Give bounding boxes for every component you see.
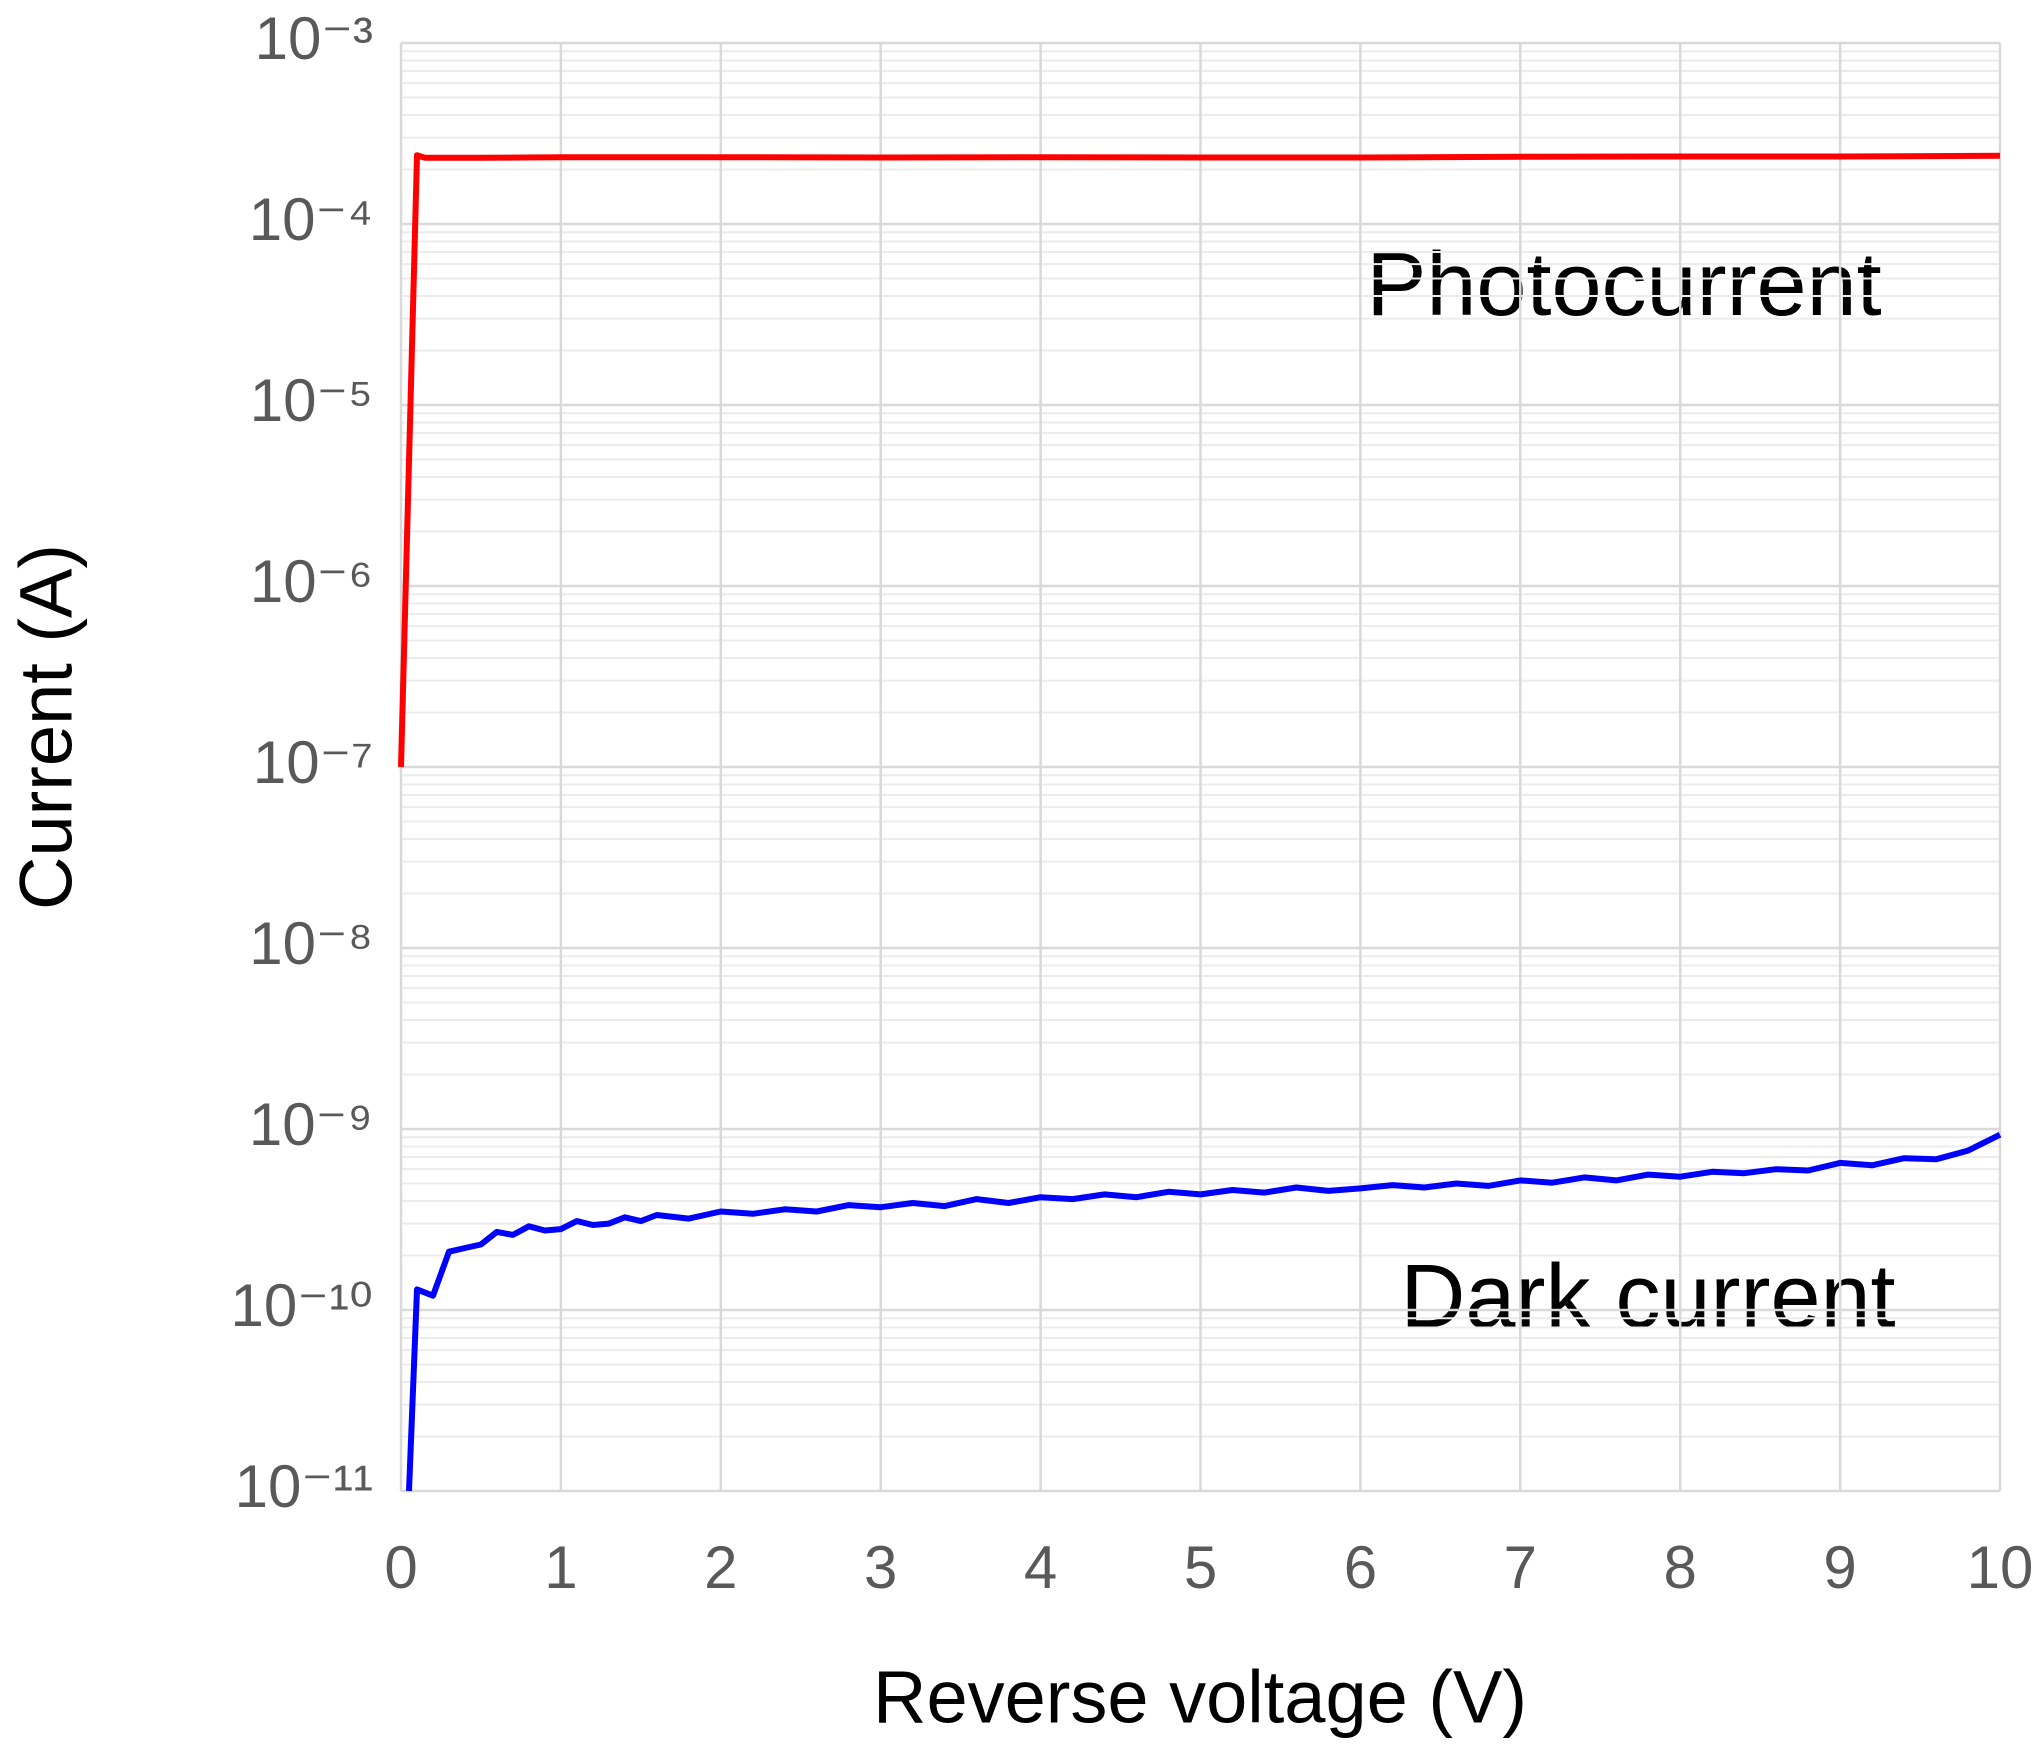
series-annotation: Dark current [1400,1247,1895,1347]
y-tick-label: 10⁻⁷ [253,729,373,796]
y-axis-label: Current (A) [5,544,88,910]
x-tick-label: 9 [1823,1534,1856,1601]
x-tick-label: 1 [544,1534,577,1601]
y-tick-label: 10⁻¹¹ [235,1453,373,1520]
y-tick-label: 10⁻⁵ [250,367,373,434]
y-tick-label: 10⁻⁴ [249,186,373,253]
y-tick-label: 10⁻³ [255,5,373,72]
x-tick-label: 0 [384,1534,417,1601]
y-tick-label: 10⁻¹⁰ [231,1272,373,1339]
x-axis-label: Reverse voltage (V) [873,1656,1527,1739]
data-line [398,152,2001,768]
x-tick-label: 7 [1504,1534,1537,1601]
x-tick-label: 6 [1344,1534,1377,1601]
x-tick-label: 10 [1967,1534,2034,1601]
x-tick-label: 4 [1024,1534,1057,1601]
x-tick-label: 3 [864,1534,897,1601]
y-tick-label: 10⁻⁶ [250,548,373,615]
y-tick-label: 10⁻⁸ [249,910,373,977]
series-annotation: Photocurrent [1366,235,1881,335]
data-line [406,1132,2002,1492]
y-tick-label: 10⁻⁹ [249,1091,373,1158]
x-tick-label: 2 [704,1534,737,1601]
x-tick-label: 8 [1664,1534,1697,1601]
x-tick-label: 5 [1184,1534,1217,1601]
